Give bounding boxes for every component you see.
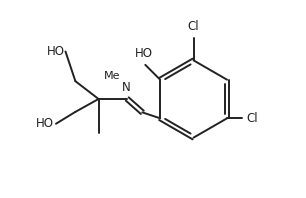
Text: HO: HO <box>135 47 153 60</box>
Text: Cl: Cl <box>188 20 200 33</box>
Text: HO: HO <box>36 117 54 130</box>
Text: Me: Me <box>104 71 121 81</box>
Text: Cl: Cl <box>247 112 259 125</box>
Text: N: N <box>122 81 131 94</box>
Text: HO: HO <box>47 45 65 58</box>
